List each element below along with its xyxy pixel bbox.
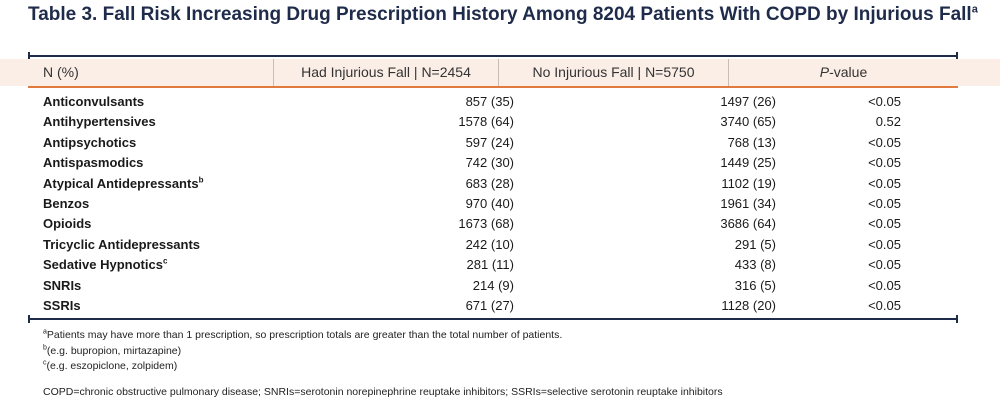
row-label: Benzos [43,194,89,214]
row-label: SSRIs [43,296,81,316]
table-row: Tricyclic Antidepressants 242 (10) 291 (5)… [43,235,901,255]
table-row: Sedative Hypnoticsc 281 (11) 433 (8) <0.05 [43,255,901,275]
cell-had-injurious-fall: 1673 (68) [458,216,514,232]
cell-had-injurious-fall: 683 (28) [465,175,514,191]
row-label-text: Antihypertensives [43,114,156,130]
cell-no-injurious-fall: 1449 (25) [720,155,776,171]
cell-p-value: <0.05 [868,257,901,273]
header-p-rest: -value [829,64,868,80]
header-p-value: P-value [728,59,958,86]
table-row: Benzos 970 (40) 1961 (34) <0.05 [43,194,901,214]
footnote-mark: a [43,328,47,336]
table-row: Antipsychotics 597 (24) 768 (13) <0.05 [43,133,901,153]
row-label-text: Antispasmodics [43,155,144,171]
row-label-text: SSRIs [43,297,81,313]
footnote-mark: b [43,344,47,351]
cell-no-injurious-fall: 1128 (20) [721,297,776,313]
cell-p-value: 0.52 [875,114,901,130]
cell-no-injurious-fall: 3686 (64) [720,216,776,232]
top-rule [28,52,958,60]
row-label-text: Tricyclic Antidepressants [43,236,201,252]
row-label-text: Atypical Antidepressants [43,175,199,191]
table-row: Anticonvulsants 857 (35) 1497 (26) <0.05 [43,92,901,112]
cell-had-injurious-fall: 742 (30) [465,155,514,171]
cell-no-injurious-fall: 291 (5) [734,236,776,252]
row-label: Atypical Antidepressantsb [43,174,203,194]
table-row: Opioids 1673 (68) 3686 (64) <0.05 [43,214,901,234]
cell-no-injurious-fall: 433 (8) [734,257,776,273]
row-label: Sedative Hypnoticsc [43,255,167,275]
cell-had-injurious-fall: 242 (10) [465,236,514,252]
footnotes: aPatients may have more than 1 prescript… [43,328,963,375]
table-title-footnote-mark: a [971,3,978,16]
cell-had-injurious-fall: 214 (9) [472,277,514,293]
row-label: Tricyclic Antidepressants [43,235,200,255]
row-label-footnote-mark: c [162,256,168,266]
table-header-row: N (%) Had Injurious Fall | N=2454 No Inj… [0,59,1000,86]
bottom-rule [28,315,958,323]
row-label-text: Opioids [43,216,92,232]
table-body: Anticonvulsants 857 (35) 1497 (26) <0.05 Ant… [43,92,901,316]
footnote-mark: c [43,359,47,367]
table-row: Antihypertensives 1578 (64) 3740 (65) 0.52 [43,112,901,132]
abbreviations-note: COPD=chronic obstructive pulmonary disea… [43,386,723,398]
row-label: Antispasmodics [43,153,143,173]
table-row: Antispasmodics 742 (30) 1449 (25) <0.05 [43,153,901,173]
row-label: Antihypertensives [43,112,156,132]
cell-no-injurious-fall: 1961 (34) [720,195,776,211]
header-accent-line [28,86,958,88]
table-title: Table 3. Fall Risk Increasing Drug Presc… [28,2,978,27]
table-row: SNRIs 214 (9) 316 (5) <0.05 [43,276,901,296]
cell-p-value: <0.05 [868,216,901,232]
table-row: Atypical Antidepressantsb 683 (28) 1102 (1… [43,174,901,194]
cell-no-injurious-fall: 1497 (26) [720,94,776,109]
cell-p-value: <0.05 [868,277,901,293]
row-label: SNRIs [43,276,81,296]
footnote-text: Patients may have more than 1 prescripti… [46,329,563,341]
row-label: Antipsychotics [43,133,136,153]
row-label-text: SNRIs [43,277,82,293]
row-label: Opioids [43,214,91,234]
footnote: c(e.g. eszopiclone, zolpidem) [43,359,963,375]
header-p-italic: P [819,64,830,80]
table-title-text: Table 3. Fall Risk Increasing Drug Presc… [28,4,972,25]
footnote: b(e.g. bupropion, mirtazapine) [43,344,963,360]
cell-no-injurious-fall: 3740 (65) [720,114,776,130]
cell-p-value: <0.05 [868,134,901,150]
cell-p-value: <0.05 [868,155,901,171]
footnote-text: (e.g. bupropion, mirtazapine) [46,344,182,357]
cell-p-value: <0.05 [868,175,901,191]
footnote: aPatients may have more than 1 prescript… [43,328,963,344]
cell-had-injurious-fall: 597 (24) [465,134,514,150]
cell-no-injurious-fall: 1102 (19) [721,175,776,191]
cell-no-injurious-fall: 316 (5) [734,277,776,293]
cell-had-injurious-fall: 970 (40) [465,195,514,211]
cell-had-injurious-fall: 857 (35) [465,94,514,109]
footnote-text: (e.g. eszopiclone, zolpidem) [46,360,178,372]
row-label-text: Sedative Hypnotics [43,257,163,273]
cell-p-value: <0.05 [868,94,901,109]
header-label-column: N (%) [43,64,79,80]
row-label-text: Benzos [43,195,90,211]
row-label-text: Antipsychotics [43,134,137,150]
row-label-footnote-mark: b [198,175,204,185]
cell-p-value: <0.05 [868,236,901,252]
cell-had-injurious-fall: 281 (11) [466,257,514,273]
cell-p-value: <0.05 [868,297,901,313]
cell-had-injurious-fall: 671 (27) [465,297,514,313]
cell-no-injurious-fall: 768 (13) [727,134,776,150]
row-label: Anticonvulsants [43,92,144,112]
row-label-text: Anticonvulsants [43,94,145,109]
header-no-injurious-fall: No Injurious Fall | N=5750 [498,59,728,86]
cell-p-value: <0.05 [868,195,901,211]
header-had-injurious-fall: Had Injurious Fall | N=2454 [273,59,498,86]
cell-had-injurious-fall: 1578 (64) [458,114,514,130]
table-row: SSRIs 671 (27) 1128 (20) <0.05 [43,296,901,316]
